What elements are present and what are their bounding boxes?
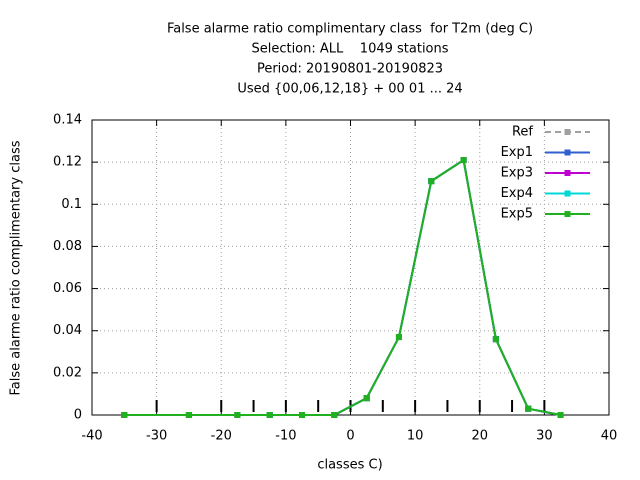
title-line: Period: 20190801-20190823 bbox=[257, 62, 443, 77]
x-tick-label: -10 bbox=[275, 429, 296, 444]
legend-marker bbox=[564, 170, 571, 176]
legend-marker bbox=[564, 149, 571, 156]
y-tick-label: 0.04 bbox=[53, 323, 82, 338]
data-point bbox=[121, 412, 128, 418]
data-point bbox=[185, 412, 192, 418]
data-point bbox=[331, 412, 338, 418]
y-tick-label: 0.02 bbox=[53, 365, 82, 380]
data-point bbox=[395, 334, 402, 341]
x-tick-label: 10 bbox=[407, 429, 424, 444]
y-tick-label: 0.12 bbox=[53, 155, 82, 170]
x-tick-label: 40 bbox=[601, 429, 618, 444]
legend-label: Exp5 bbox=[501, 207, 533, 222]
title-line: False alarme ratio complimentary class f… bbox=[167, 22, 533, 37]
data-point bbox=[492, 336, 499, 343]
legend-label: Ref bbox=[512, 125, 533, 140]
legend-label: Exp1 bbox=[501, 145, 533, 160]
data-point bbox=[428, 178, 435, 185]
legend-marker bbox=[564, 190, 571, 197]
y-tick-label: 0 bbox=[74, 408, 82, 423]
x-tick-label: 20 bbox=[471, 429, 488, 444]
data-point bbox=[557, 412, 564, 418]
data-point bbox=[266, 412, 273, 418]
legend-marker bbox=[564, 211, 571, 217]
y-tick-label: 0.08 bbox=[53, 239, 82, 254]
y-axis-label: False alarme ratio complimentary class bbox=[9, 140, 24, 395]
x-tick-label: -20 bbox=[211, 429, 232, 444]
x-tick-label: -40 bbox=[81, 429, 102, 444]
y-tick-label: 0.1 bbox=[61, 197, 82, 212]
x-tick-label: -30 bbox=[146, 429, 167, 444]
legend-marker bbox=[564, 129, 571, 135]
data-point bbox=[460, 157, 467, 164]
plot-frame bbox=[91, 119, 610, 416]
data-point bbox=[363, 395, 370, 402]
x-tick-label: 0 bbox=[346, 429, 354, 444]
title-line: Selection: ALL 1049 stations bbox=[251, 42, 448, 57]
data-point bbox=[234, 412, 241, 418]
x-axis-label: classes C) bbox=[317, 458, 382, 473]
legend-label: Exp3 bbox=[501, 166, 533, 181]
legend-label: Exp4 bbox=[501, 186, 533, 201]
data-point bbox=[525, 405, 532, 412]
data-point bbox=[299, 412, 306, 418]
title-line: Used {00,06,12,18} + 00 01 ... 24 bbox=[237, 82, 462, 97]
x-tick-label: 30 bbox=[536, 429, 553, 444]
y-tick-label: 0.14 bbox=[53, 113, 82, 128]
y-tick-label: 0.06 bbox=[53, 281, 82, 296]
